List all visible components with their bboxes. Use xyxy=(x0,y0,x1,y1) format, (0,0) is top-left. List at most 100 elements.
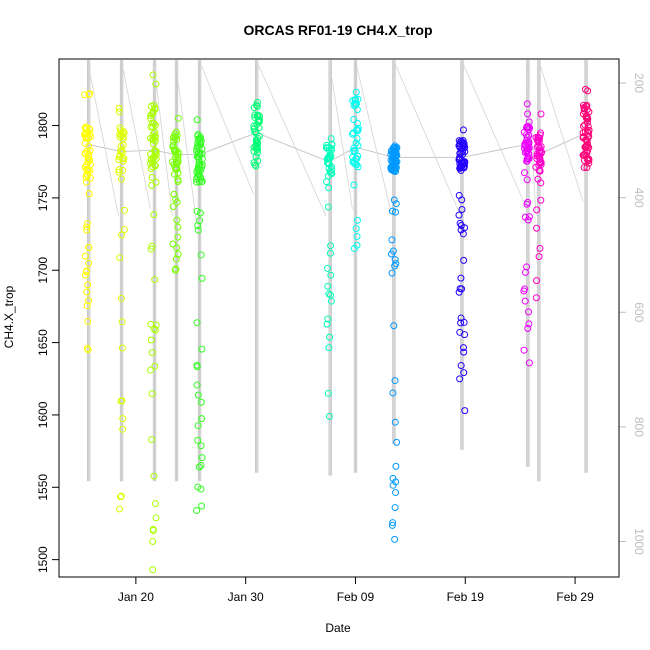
data-point xyxy=(151,326,159,334)
data-point xyxy=(81,252,89,260)
data-point xyxy=(148,242,156,250)
data-point xyxy=(457,362,465,370)
x-tick-label: Feb 19 xyxy=(447,590,485,604)
data-point xyxy=(393,438,401,446)
data-point xyxy=(458,206,466,214)
connector-line-layer xyxy=(87,60,587,224)
data-point xyxy=(521,297,529,305)
x-tick-label: Feb 09 xyxy=(337,590,375,604)
data-point xyxy=(83,223,91,231)
data-point xyxy=(149,537,157,545)
data-point xyxy=(325,184,333,192)
data-point xyxy=(195,463,203,471)
data-point xyxy=(254,134,262,142)
data-point xyxy=(326,333,334,341)
data-point xyxy=(198,454,206,462)
data-point xyxy=(459,141,467,149)
data-point xyxy=(457,319,465,327)
data-point xyxy=(149,71,157,79)
data-point xyxy=(536,147,544,155)
data-point xyxy=(392,147,400,155)
data-point xyxy=(147,336,155,344)
data-point xyxy=(392,489,400,497)
data-point xyxy=(197,251,205,259)
data-point xyxy=(254,157,262,165)
data-point xyxy=(391,504,399,512)
data-point xyxy=(580,105,588,113)
data-point xyxy=(84,167,92,175)
data-point xyxy=(151,362,159,370)
data-point xyxy=(455,191,463,199)
data-point xyxy=(151,276,159,284)
data-point xyxy=(326,167,334,175)
connector-line xyxy=(461,143,527,158)
data-point xyxy=(457,226,465,234)
pressure-trace-layer xyxy=(86,60,588,482)
data-point xyxy=(525,140,533,148)
data-point xyxy=(150,325,158,333)
data-point xyxy=(585,129,593,137)
data-point xyxy=(174,169,182,177)
data-point xyxy=(172,195,180,203)
data-point xyxy=(82,134,90,142)
data-point xyxy=(456,328,464,336)
data-point xyxy=(198,178,206,186)
data-point xyxy=(328,140,336,148)
data-point xyxy=(152,514,160,522)
data-point xyxy=(115,168,123,176)
data-point xyxy=(117,294,125,302)
data-point xyxy=(172,265,180,273)
connector-line xyxy=(121,149,154,153)
plot-frame xyxy=(58,58,620,578)
data-point xyxy=(579,134,587,142)
data-point xyxy=(174,176,182,184)
data-point xyxy=(172,151,180,159)
data-point xyxy=(525,213,533,221)
connector-line xyxy=(355,146,395,158)
y2-tick-label: 200 xyxy=(632,73,646,93)
data-point xyxy=(352,155,360,163)
data-point xyxy=(328,165,336,173)
data-point xyxy=(460,369,468,377)
data-point xyxy=(195,162,203,170)
data-point xyxy=(171,133,179,141)
data-point xyxy=(324,264,332,272)
data-point xyxy=(251,111,259,119)
data-point xyxy=(525,359,533,367)
data-point xyxy=(523,263,531,271)
y-tick-label: 1800 xyxy=(36,112,50,139)
y-tick-label: 1500 xyxy=(36,546,50,573)
data-point xyxy=(390,165,398,173)
data-point xyxy=(520,144,528,152)
data-point xyxy=(536,244,544,252)
data-point xyxy=(352,88,360,96)
data-point xyxy=(196,209,204,217)
data-point xyxy=(151,500,159,508)
data-point xyxy=(194,483,202,491)
data-point xyxy=(534,133,542,141)
data-point xyxy=(86,133,94,141)
data-point xyxy=(115,153,123,161)
data-point xyxy=(194,149,202,157)
data-point xyxy=(391,535,399,543)
data-point xyxy=(324,282,332,290)
data-point xyxy=(118,318,126,326)
data-point xyxy=(537,161,545,169)
data-point xyxy=(85,190,93,198)
data-point xyxy=(146,159,154,167)
data-point xyxy=(353,241,361,249)
data-point xyxy=(456,219,464,227)
data-point xyxy=(198,502,206,510)
data-point xyxy=(118,231,126,239)
data-point xyxy=(579,151,587,159)
y2-tick-label: 1000 xyxy=(632,528,646,555)
data-point xyxy=(173,216,181,224)
data-point xyxy=(536,135,544,143)
data-point xyxy=(193,363,201,371)
connector-line xyxy=(355,60,392,212)
data-point xyxy=(197,398,205,406)
data-point xyxy=(152,147,160,155)
data-point xyxy=(460,318,468,326)
data-point xyxy=(389,247,397,255)
